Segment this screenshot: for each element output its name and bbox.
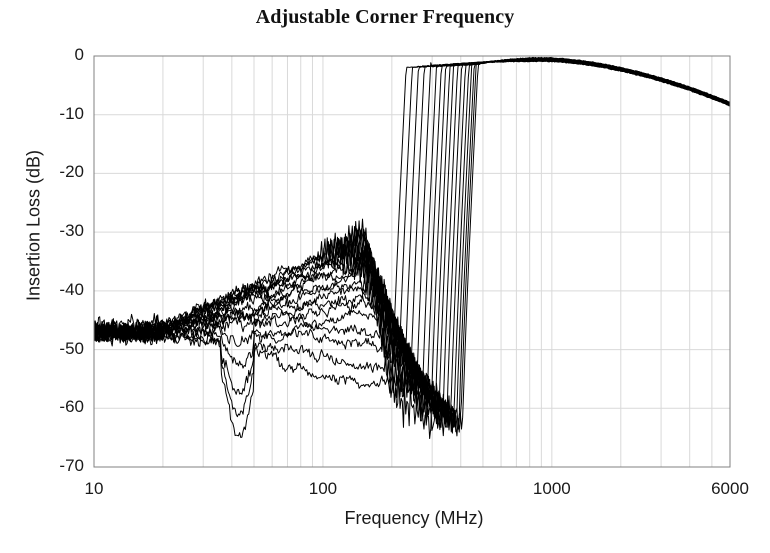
y-tick-label: 0 [74, 45, 84, 64]
y-tick-label: -20 [59, 162, 84, 182]
y-tick-label: -70 [59, 456, 84, 475]
y-tick-label: -30 [59, 221, 84, 241]
y-tick-label: -50 [59, 338, 84, 358]
y-tick-label: -10 [59, 103, 84, 123]
y-tick-label: -40 [59, 279, 84, 299]
plot-background [94, 56, 730, 467]
x-axis-title: Frequency (MHz) [344, 508, 484, 528]
data-series-line [94, 56, 730, 439]
data-traces [94, 56, 730, 440]
x-tick-label: 100 [308, 479, 338, 498]
x-tick-label: 6000 [711, 479, 749, 498]
x-tick-label: 1000 [532, 479, 571, 498]
chart-title: Adjustable Corner Frequency [255, 6, 515, 28]
x-tick-label: 10 [84, 479, 104, 498]
plot-border [93, 55, 731, 468]
gridlines [94, 56, 730, 467]
y-tick-label: -60 [59, 397, 84, 417]
